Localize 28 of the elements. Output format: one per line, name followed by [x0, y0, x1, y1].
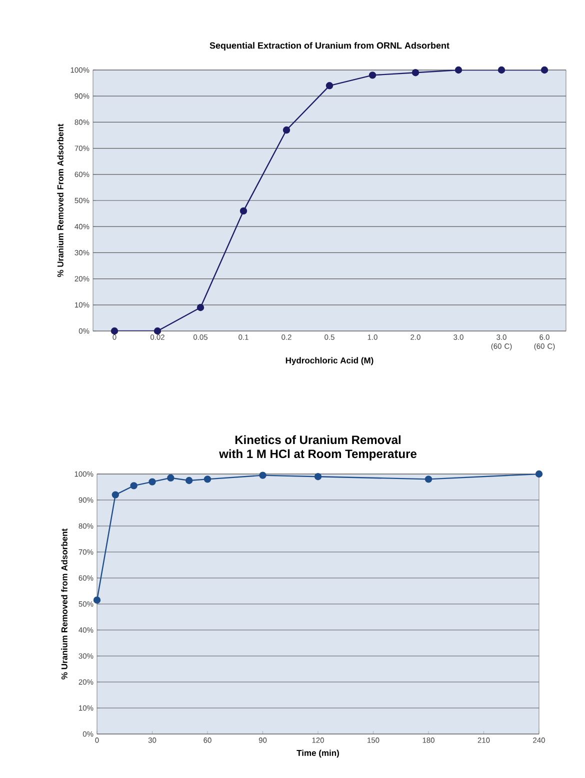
point: [454, 66, 462, 74]
y-axis-title: % Uranium Removed From Adsorbent: [57, 124, 64, 278]
point: [314, 472, 322, 480]
point: [93, 596, 100, 604]
point: [240, 207, 247, 215]
point: [148, 478, 156, 486]
point: [185, 476, 193, 484]
point: [326, 82, 333, 90]
point: [424, 476, 432, 483]
chart-title: Kinetics of Uranium Removal with 1 M HCl at Room Temperature: [218, 435, 416, 460]
point: [196, 304, 204, 312]
point: [166, 474, 174, 482]
x-axis-title: Hydrochloric Acid (M): [286, 357, 374, 366]
point: [112, 491, 119, 498]
chart-title: Sequential Extraction of Uranium from ORNL Adsorbent: [210, 42, 450, 50]
point: [154, 327, 161, 335]
point: [412, 69, 419, 76]
point: [368, 72, 376, 79]
point: [204, 476, 211, 483]
point: [258, 472, 266, 479]
point: [535, 470, 542, 478]
point: [540, 66, 548, 74]
point: [498, 66, 505, 74]
point: [110, 327, 118, 335]
x-axis-title: Time (min): [296, 750, 339, 758]
y-axis-title: % Uranium Removed from Adsorbent: [61, 528, 68, 680]
point: [130, 482, 138, 490]
point: [282, 126, 290, 134]
